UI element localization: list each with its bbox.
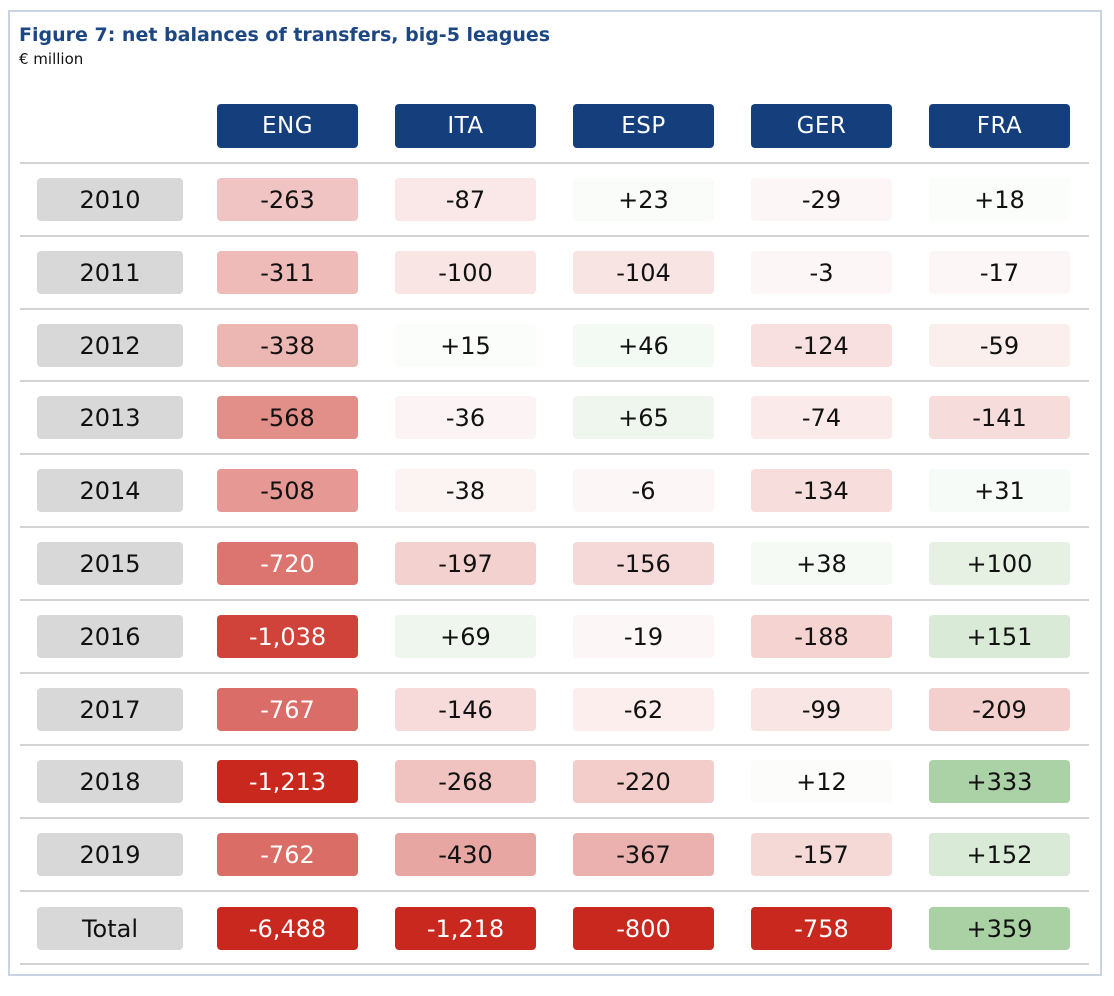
value-cell-esp-2017: -62 <box>573 688 714 731</box>
row-label-2013: 2013 <box>37 396 183 439</box>
value-cell-fra-total: +359 <box>929 907 1070 950</box>
value-cell-fra-2011: -17 <box>929 251 1070 294</box>
value-cell-esp-2013: +65 <box>573 396 714 439</box>
value-cell-esp-total: -800 <box>573 907 714 950</box>
value-cell-esp-2018: -220 <box>573 760 714 803</box>
row-divider <box>20 599 1089 601</box>
row-label-total: Total <box>37 907 183 950</box>
value-cell-fra-2019: +152 <box>929 833 1070 876</box>
value-cell-ger-2019: -157 <box>751 833 892 876</box>
row-label-2019: 2019 <box>37 833 183 876</box>
value-cell-eng-2018: -1,213 <box>217 760 358 803</box>
value-cell-esp-2014: -6 <box>573 469 714 512</box>
value-cell-ger-2018: +12 <box>751 760 892 803</box>
value-cell-fra-2018: +333 <box>929 760 1070 803</box>
row-label-2015: 2015 <box>37 542 183 585</box>
value-cell-fra-2013: -141 <box>929 396 1070 439</box>
value-cell-eng-2017: -767 <box>217 688 358 731</box>
value-cell-ita-2010: -87 <box>395 178 536 221</box>
row-divider <box>20 235 1089 237</box>
row-label-2012: 2012 <box>37 324 183 367</box>
row-label-2016: 2016 <box>37 615 183 658</box>
row-label-2017: 2017 <box>37 688 183 731</box>
value-cell-ger-2015: +38 <box>751 542 892 585</box>
row-divider <box>20 672 1089 674</box>
value-cell-ita-2018: -268 <box>395 760 536 803</box>
column-header-ita: ITA <box>395 104 536 148</box>
value-cell-fra-2016: +151 <box>929 615 1070 658</box>
value-cell-ita-2014: -38 <box>395 469 536 512</box>
value-cell-ger-2012: -124 <box>751 324 892 367</box>
chart-frame <box>8 10 1102 976</box>
column-header-fra: FRA <box>929 104 1070 148</box>
value-cell-esp-2012: +46 <box>573 324 714 367</box>
value-cell-fra-2012: -59 <box>929 324 1070 367</box>
row-label-2010: 2010 <box>37 178 183 221</box>
row-label-2011: 2011 <box>37 251 183 294</box>
row-divider <box>20 380 1089 382</box>
value-cell-eng-2016: -1,038 <box>217 615 358 658</box>
value-cell-eng-total: -6,488 <box>217 907 358 950</box>
value-cell-ger-2014: -134 <box>751 469 892 512</box>
chart-title: Figure 7: net balances of transfers, big… <box>19 24 551 46</box>
value-cell-fra-2017: -209 <box>929 688 1070 731</box>
value-cell-fra-2015: +100 <box>929 542 1070 585</box>
value-cell-esp-2016: -19 <box>573 615 714 658</box>
value-cell-ita-2015: -197 <box>395 542 536 585</box>
value-cell-esp-2010: +23 <box>573 178 714 221</box>
value-cell-ger-2017: -99 <box>751 688 892 731</box>
value-cell-ger-2013: -74 <box>751 396 892 439</box>
value-cell-eng-2015: -720 <box>217 542 358 585</box>
value-cell-esp-2015: -156 <box>573 542 714 585</box>
value-cell-ita-2016: +69 <box>395 615 536 658</box>
value-cell-fra-2014: +31 <box>929 469 1070 512</box>
value-cell-ita-2019: -430 <box>395 833 536 876</box>
row-divider <box>20 162 1089 164</box>
value-cell-eng-2010: -263 <box>217 178 358 221</box>
value-cell-fra-2010: +18 <box>929 178 1070 221</box>
value-cell-eng-2012: -338 <box>217 324 358 367</box>
value-cell-esp-2011: -104 <box>573 251 714 294</box>
row-divider <box>20 963 1089 965</box>
row-divider <box>20 308 1089 310</box>
chart-subtitle: € million <box>19 50 84 68</box>
value-cell-ita-2017: -146 <box>395 688 536 731</box>
column-header-eng: ENG <box>217 104 358 148</box>
row-divider <box>20 453 1089 455</box>
value-cell-ita-2011: -100 <box>395 251 536 294</box>
value-cell-eng-2013: -568 <box>217 396 358 439</box>
value-cell-ita-total: -1,218 <box>395 907 536 950</box>
value-cell-ger-2010: -29 <box>751 178 892 221</box>
value-cell-eng-2014: -508 <box>217 469 358 512</box>
row-label-2014: 2014 <box>37 469 183 512</box>
value-cell-ita-2012: +15 <box>395 324 536 367</box>
row-divider <box>20 817 1089 819</box>
value-cell-eng-2019: -762 <box>217 833 358 876</box>
value-cell-ger-total: -758 <box>751 907 892 950</box>
row-label-2018: 2018 <box>37 760 183 803</box>
column-header-esp: ESP <box>573 104 714 148</box>
value-cell-ger-2011: -3 <box>751 251 892 294</box>
value-cell-ita-2013: -36 <box>395 396 536 439</box>
value-cell-ger-2016: -188 <box>751 615 892 658</box>
value-cell-eng-2011: -311 <box>217 251 358 294</box>
value-cell-esp-2019: -367 <box>573 833 714 876</box>
row-divider <box>20 744 1089 746</box>
row-divider <box>20 526 1089 528</box>
row-divider <box>20 890 1089 892</box>
column-header-ger: GER <box>751 104 892 148</box>
